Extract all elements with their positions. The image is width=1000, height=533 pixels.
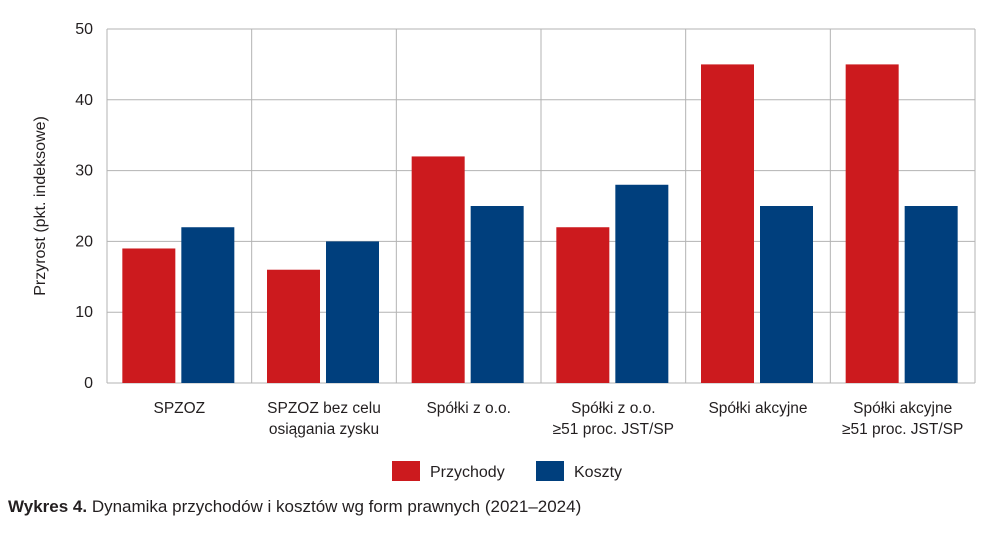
x-tick-label: Spółki z o.o. ≥51 proc. JST/SP (553, 400, 674, 438)
legend-swatch-przychody (392, 461, 420, 481)
bar-koszty (470, 206, 524, 383)
bar-koszty (760, 206, 813, 383)
figure-caption: Wykres 4. Dynamika przychodów i kosztów … (8, 497, 581, 517)
x-tick-label: Spółki akcyjne (708, 400, 807, 417)
bar-koszty (181, 227, 235, 383)
legend-label-przychody: Przychody (430, 464, 505, 481)
bar-przychody (845, 64, 899, 384)
y-axis-title: Przyrost (pkt. indeksowe) (32, 116, 49, 296)
x-tick-label: Spółki z o.o. (426, 400, 510, 417)
bar-przychody (701, 64, 754, 384)
x-tick-label: SPZOZ (153, 400, 205, 417)
bar-koszty (615, 184, 669, 383)
legend-label-koszty: Koszty (574, 464, 622, 481)
bar-przychody (267, 269, 320, 383)
y-tick-label: 10 (75, 304, 93, 321)
y-tick-label: 40 (75, 92, 93, 109)
y-tick-label: 30 (75, 163, 93, 180)
caption-text: Dynamika przychodów i kosztów wg form pr… (91, 497, 582, 516)
y-tick-label: 20 (75, 233, 93, 250)
bar-koszty (904, 206, 958, 383)
bar-koszty (326, 241, 379, 383)
bar-przychody (556, 227, 610, 383)
x-tick-label: SPZOZ bez celu osiągania zysku (267, 400, 381, 438)
x-tick-label: Spółki akcyjne ≥51 proc. JST/SP (842, 400, 963, 438)
bar-przychody (122, 248, 176, 383)
caption-label: Wykres 4. (8, 497, 88, 516)
bar-przychody (411, 156, 465, 383)
legend-swatch-koszty (536, 461, 564, 481)
y-tick-label: 0 (84, 375, 93, 392)
y-tick-label: 50 (75, 21, 93, 38)
